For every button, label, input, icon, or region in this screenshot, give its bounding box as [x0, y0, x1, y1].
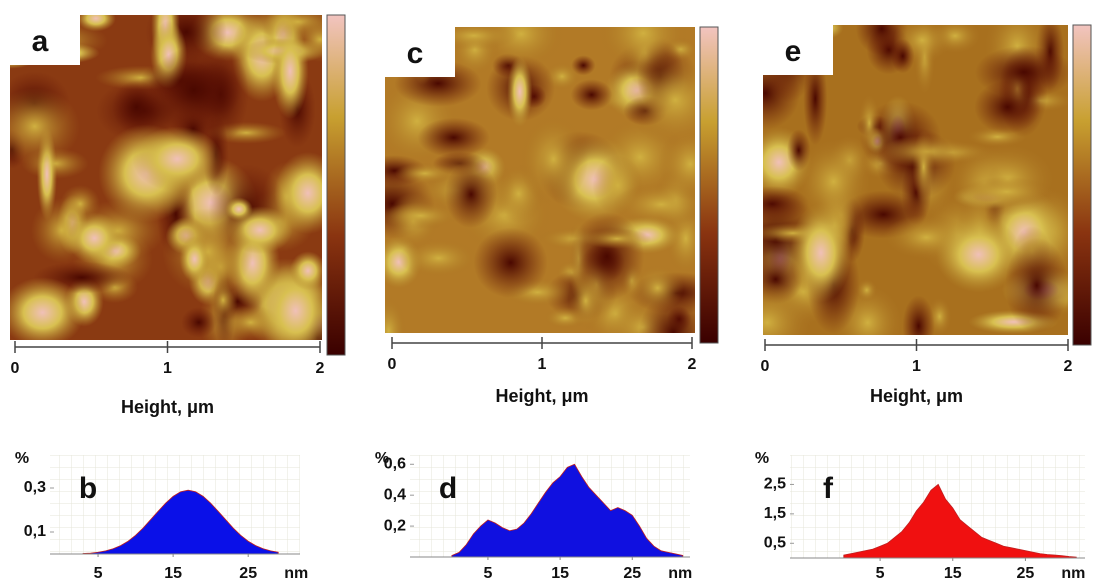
afm-image [10, 15, 322, 340]
afm-texture [1004, 237, 1068, 334]
afm-texture [856, 278, 878, 302]
afm-texture [274, 151, 322, 235]
x-axis-label: nm [284, 565, 308, 582]
y-tick-label: 0,1 [24, 523, 46, 540]
x-tick-label: 5 [876, 565, 885, 582]
afm-texture [10, 277, 85, 340]
histogram-area [82, 489, 279, 555]
afm-texture [626, 53, 695, 147]
afm-texture [763, 281, 814, 335]
afm-texture [60, 184, 101, 223]
afm-image [763, 25, 1068, 335]
afm-texture [793, 137, 874, 227]
histogram-area [451, 463, 684, 558]
panel-label: f [823, 472, 834, 505]
label-notch [10, 15, 80, 65]
afm-texture [473, 227, 548, 298]
afm-texture [568, 271, 604, 330]
y-tick-label: 0,5 [764, 535, 786, 552]
x-axis-label: nm [1061, 565, 1085, 582]
x-tick-label: 15 [944, 565, 962, 582]
x-tick-label: 25 [239, 565, 257, 582]
afm-texture [132, 126, 223, 192]
afm-texture [582, 228, 652, 249]
x-tick-label: 1 [912, 358, 921, 375]
afm-image [385, 27, 695, 333]
afm-texture [181, 307, 217, 338]
afm-texture [417, 117, 490, 158]
colorbar [699, 26, 719, 344]
afm-texture [385, 202, 461, 230]
panel-label: a [32, 25, 49, 58]
x-tick-label: 25 [623, 565, 641, 582]
x-tick-label: 5 [483, 565, 492, 582]
afm-texture [890, 38, 915, 74]
x-tick-label: 2 [316, 360, 325, 377]
afm-texture [444, 160, 498, 228]
afm-texture [935, 216, 1022, 293]
x-tick-label: 1 [163, 360, 172, 377]
x-tick-label: 5 [94, 565, 103, 582]
panel-label: c [407, 37, 424, 70]
x-axis-label: Height, μm [121, 397, 214, 417]
y-tick-label: 2,5 [764, 476, 786, 493]
y-tick-label: 0,6 [384, 455, 406, 472]
y-axis-label: % [755, 450, 769, 467]
x-axis-label: Height, μm [495, 386, 588, 406]
colorbar [326, 14, 346, 356]
y-axis-label: % [375, 450, 389, 467]
afm-texture [570, 79, 613, 111]
afm-texture [902, 295, 935, 335]
afm-texture [912, 130, 936, 204]
afm-texture [631, 263, 684, 313]
x-tick-label: 0 [388, 356, 397, 373]
afm-texture [208, 277, 238, 323]
label-notch [763, 25, 833, 75]
afm-texture [67, 212, 122, 264]
x-tick-label: 25 [1017, 565, 1035, 582]
panel-label: e [785, 35, 802, 68]
y-tick-label: 0,4 [384, 486, 406, 503]
afm-texture [10, 88, 81, 165]
x-axis-label: nm [668, 565, 692, 582]
colorbar [1072, 24, 1092, 346]
afm-texture [289, 251, 322, 291]
panel-label: b [79, 472, 97, 505]
afm-texture [179, 235, 210, 283]
y-axis-label: % [15, 450, 29, 467]
afm-texture [858, 93, 881, 153]
x-tick-label: 2 [1064, 358, 1073, 375]
x-tick-label: 15 [164, 565, 182, 582]
afm-texture [224, 197, 253, 222]
afm-texture [271, 23, 309, 120]
x-tick-label: 2 [688, 356, 697, 373]
afm-texture [147, 47, 240, 134]
afm-texture [790, 203, 852, 303]
y-tick-label: 0,3 [24, 479, 46, 496]
panel-label: d [439, 472, 457, 505]
y-tick-label: 0,2 [384, 517, 406, 534]
x-tick-label: 1 [538, 356, 547, 373]
histogram-area [843, 483, 1077, 559]
afm-texture [76, 15, 116, 32]
afm-texture [385, 295, 407, 333]
x-tick-label: 15 [551, 565, 569, 582]
x-tick-label: 0 [11, 360, 20, 377]
x-tick-label: 0 [761, 358, 770, 375]
afm-texture [974, 80, 1041, 134]
y-tick-label: 1,5 [764, 505, 786, 522]
afm-texture [961, 176, 1053, 207]
x-axis-label: Height, μm [870, 386, 963, 406]
afm-texture [394, 162, 456, 184]
afm-texture [507, 56, 533, 128]
label-notch [385, 27, 455, 77]
afm-texture [518, 113, 589, 206]
